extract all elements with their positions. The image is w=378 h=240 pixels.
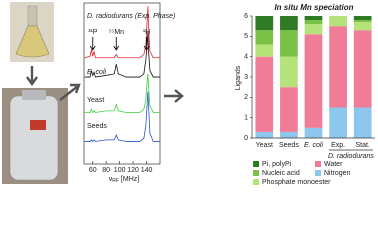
- bar-segment: [304, 20, 323, 25]
- y-tick-label: 3: [244, 74, 248, 81]
- arrow-down: [26, 66, 38, 87]
- legend-label: E. coli: [87, 69, 107, 76]
- bar-segment: [280, 30, 298, 57]
- x-tick-label: 80: [102, 167, 110, 174]
- y-tick-label: 2: [244, 94, 248, 101]
- x-tick-label: Exp.: [331, 142, 345, 149]
- x-tick-label: 140: [141, 167, 153, 174]
- chart-title: In situ Mn speciation: [274, 3, 353, 12]
- spectrum-line: [84, 91, 160, 143]
- legend-swatch: [253, 161, 259, 167]
- annotation: ⁵⁵Mn: [109, 29, 125, 36]
- bar-segment: [255, 131, 274, 138]
- spectrum-line: [84, 73, 160, 114]
- annotation-arrow: [113, 37, 120, 51]
- spectrum-line: [84, 6, 160, 59]
- bar-segment: [304, 34, 323, 128]
- x-label-subscript: RF: [112, 178, 119, 184]
- legend-swatch: [315, 170, 321, 176]
- bar-segment: [255, 44, 274, 57]
- bar-segment: [353, 16, 372, 21]
- legend-label: Pi, polyPi: [262, 161, 292, 168]
- x-tick-label: E. coli: [304, 142, 324, 149]
- annotation: ³¹P: [88, 29, 98, 36]
- annotation-arrow: [89, 37, 96, 51]
- bar-segment: [329, 107, 347, 138]
- bar-segment: [304, 127, 323, 138]
- x-label-unit: [MHz]: [119, 176, 139, 183]
- bar-segment: [255, 30, 274, 45]
- legend-swatch: [253, 170, 259, 176]
- bar-segment: [255, 16, 274, 31]
- x-tick-label: 60: [89, 167, 97, 174]
- spectrum-line: [84, 31, 160, 78]
- bar-segment: [280, 87, 298, 132]
- y-tick-label: 6: [244, 13, 248, 20]
- bar-segment: [255, 56, 274, 132]
- arrow-right: [59, 83, 81, 101]
- bar-segment: [329, 26, 347, 108]
- legend-label: Water: [324, 161, 343, 168]
- legend-label: Nitrogen: [324, 170, 351, 177]
- x-tick-label: 100: [114, 167, 126, 174]
- bar-segment: [280, 16, 298, 31]
- page: {"chart_data":[ {"type":"line","xlabel":…: [2, 2, 375, 186]
- bar-segment: [353, 22, 372, 31]
- y-tick-label: 5: [244, 33, 248, 40]
- bar-segment: [353, 20, 372, 23]
- y-tick-label: 0: [244, 135, 248, 142]
- x-label-symbol: ν: [109, 176, 113, 183]
- y-axis-label: Ligands: [235, 65, 242, 90]
- x-tick-label: Stat.: [355, 142, 369, 149]
- x-tick-label: 120: [127, 167, 139, 174]
- figure: νRF [MHz] In situ Mn speciation Ligands …: [2, 2, 375, 186]
- bar-segment: [280, 56, 298, 88]
- y-tick-label: 1: [244, 115, 248, 122]
- y-tick-label: 4: [244, 54, 248, 61]
- group-label: D. radiodurans: [328, 153, 374, 160]
- bar-segment: [353, 107, 372, 138]
- annotation: ¹H: [143, 29, 150, 36]
- axes: [251, 16, 375, 139]
- bar-segment: [304, 16, 323, 21]
- legend-label: Phosphate monoester: [262, 179, 331, 186]
- legend-swatch: [315, 161, 321, 167]
- legend-label: Seeds: [87, 123, 107, 130]
- bar-segment: [280, 131, 298, 138]
- bar-segment: [304, 24, 323, 35]
- dewar-photo: [2, 88, 68, 184]
- legend-label: Yeast: [87, 97, 104, 104]
- arrow-right: [164, 89, 184, 103]
- legend-label: D. radiodurans (Exp. Phase): [87, 13, 175, 20]
- legend-label: Nucleic acid: [262, 170, 300, 177]
- bar-segment: [353, 30, 372, 108]
- annotation-arrow: [143, 37, 150, 51]
- x-axis-label: νRF [MHz]: [109, 176, 139, 184]
- x-tick-label: Seeds: [279, 142, 299, 149]
- bar-segment: [329, 16, 347, 27]
- legend-swatch: [253, 179, 259, 185]
- flask-photo: [10, 2, 54, 62]
- x-tick-label: Yeast: [256, 142, 273, 149]
